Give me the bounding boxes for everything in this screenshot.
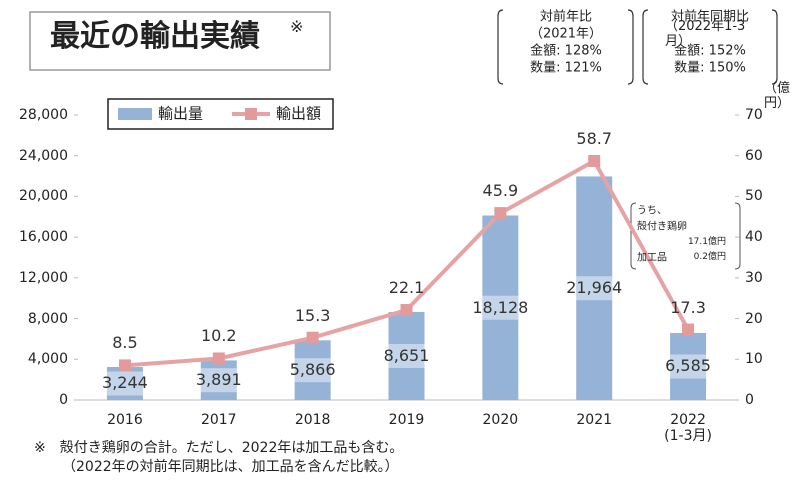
bar-value-label: 8,651: [383, 345, 430, 365]
bar-label-band: [576, 276, 613, 301]
annotation-bracket: [630, 202, 741, 270]
x-tick-label: 2017: [200, 412, 237, 428]
line-value-label: 8.5: [112, 333, 138, 353]
bar: [576, 176, 613, 400]
bar: [106, 366, 143, 400]
y-tick-label: 24,000: [19, 147, 68, 164]
y-tick-label: 4,000: [27, 351, 68, 368]
line-marker: [306, 331, 319, 344]
line-marker: [212, 352, 225, 365]
line-value-label: 15.3: [294, 305, 331, 325]
x-tick-label: 2020: [482, 412, 519, 428]
y-tick-label: 12,000: [19, 269, 68, 286]
annotation-text: 加工品: [637, 252, 667, 264]
bar-label-band: [482, 295, 519, 320]
comparison-text: 対前年比: [539, 9, 593, 25]
comparison-bracket: [642, 9, 778, 85]
bar-label-band: [106, 371, 143, 396]
annotation-text: 殻付き鶏卵: [637, 221, 687, 233]
y2-tick-label: 70: [745, 106, 763, 123]
bar: [294, 340, 331, 400]
line-marker: [494, 207, 507, 220]
y2-unit: （億円）: [763, 81, 790, 111]
comparison-text: 金額: 128%: [530, 43, 602, 59]
bar: [670, 332, 707, 400]
bar-label-band: [200, 368, 237, 393]
title-box: [29, 11, 331, 71]
footnote: （2022年の対前年同期比は、加工品を含んだ比較。）: [62, 458, 399, 475]
annotation-text: うち、: [637, 205, 667, 217]
y-tick-label: 28,000: [19, 106, 68, 123]
legend-label: 輸出額: [276, 104, 322, 123]
x-tick-label: 2021: [576, 412, 613, 428]
bar: [482, 215, 519, 400]
y2-tick-label: 60: [745, 147, 763, 164]
footnote: ※ 殻付き鶏卵の合計。ただし、2022年は加工品も含む。: [34, 439, 404, 456]
legend-swatch: [118, 108, 152, 120]
y-tick-label: 20,000: [19, 188, 68, 205]
bar: [388, 311, 425, 400]
x-tick-label: 2018: [294, 412, 331, 428]
annotation-text: 17.1億円: [687, 236, 726, 247]
bar: [200, 360, 237, 400]
y2-tick-label: 30: [745, 269, 763, 286]
bar-value-label: 3,244: [102, 373, 148, 393]
line-value-label: 45.9: [482, 180, 519, 200]
y-tick-label: 0: [59, 391, 68, 408]
comparison-text: 対前年同期比: [670, 9, 750, 25]
comparison-text: 数量: 121%: [530, 60, 602, 76]
line-marker: [118, 359, 131, 372]
line-value-label: 58.7: [576, 128, 613, 148]
legend-label: 輸出量: [158, 104, 204, 123]
x-tick-label: 2019: [388, 412, 425, 428]
y2-tick-label: 20: [745, 310, 763, 327]
line-marker: [682, 323, 695, 336]
legend-box: [107, 98, 334, 130]
bar-value-label: 3,891: [195, 369, 242, 389]
comparison-text: 金額: 152%: [674, 43, 746, 59]
bar-label-band: [388, 343, 425, 368]
comparison-text: 数量: 150%: [674, 60, 746, 76]
bar-value-label: 18,128: [472, 297, 529, 317]
comparison-text: （2022年1-3月）: [665, 19, 746, 49]
y2-tick-label: 10: [745, 351, 763, 368]
line-value-label: 22.1: [388, 277, 425, 297]
line-marker: [400, 304, 413, 317]
line-marker: [588, 155, 601, 168]
bar-label-band: [294, 358, 331, 383]
x-tick-label: 2016: [107, 412, 143, 428]
y2-tick-label: 0: [745, 391, 754, 408]
bar-label-band: [670, 354, 707, 379]
line-value-label: 10.2: [200, 326, 237, 346]
x-tick-label: 2022 (1-3月): [664, 412, 712, 445]
bar-value-label: 21,964: [566, 278, 623, 298]
y2-tick-label: 40: [745, 229, 763, 246]
annotation-text: 0.2億円: [693, 251, 726, 262]
y-tick-label: 8,000: [27, 310, 68, 327]
chart-title: 最近の輸出実績: [50, 19, 260, 54]
comparison-bracket: [497, 9, 634, 85]
comparison-text: （2021年）: [529, 26, 603, 42]
legend-marker: [245, 108, 257, 120]
bar-value-label: 5,866: [289, 359, 336, 379]
line-value-label: 17.3: [670, 297, 706, 317]
y2-tick-label: 50: [745, 188, 763, 205]
title-mark: ※: [290, 17, 304, 36]
y-tick-label: 16,000: [19, 229, 68, 246]
bar-value-label: 6,585: [665, 356, 711, 376]
